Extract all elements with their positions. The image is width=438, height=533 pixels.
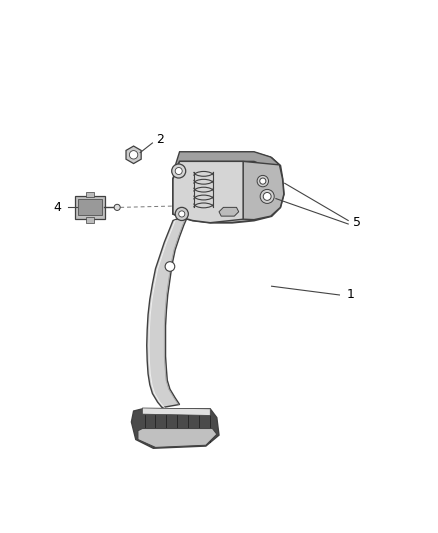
Circle shape [165, 262, 175, 271]
Circle shape [114, 204, 120, 211]
Text: 4: 4 [53, 201, 61, 214]
Polygon shape [173, 161, 243, 223]
Text: 2: 2 [156, 133, 164, 146]
Text: 5: 5 [353, 216, 361, 229]
FancyBboxPatch shape [78, 199, 102, 215]
Circle shape [257, 175, 268, 187]
Circle shape [129, 151, 138, 159]
Polygon shape [142, 408, 210, 415]
Polygon shape [219, 207, 239, 216]
Text: 1: 1 [346, 288, 354, 302]
Polygon shape [138, 429, 217, 447]
Polygon shape [175, 152, 279, 170]
FancyBboxPatch shape [86, 192, 94, 197]
Polygon shape [126, 146, 141, 164]
Polygon shape [173, 152, 284, 223]
Circle shape [179, 211, 185, 217]
Polygon shape [131, 409, 219, 448]
Circle shape [260, 189, 274, 204]
Circle shape [175, 207, 188, 221]
FancyBboxPatch shape [86, 217, 94, 223]
Circle shape [263, 192, 271, 200]
Circle shape [175, 167, 182, 174]
Polygon shape [243, 161, 284, 220]
Circle shape [172, 164, 186, 178]
Circle shape [260, 178, 266, 184]
FancyBboxPatch shape [74, 196, 105, 219]
Polygon shape [147, 215, 188, 408]
